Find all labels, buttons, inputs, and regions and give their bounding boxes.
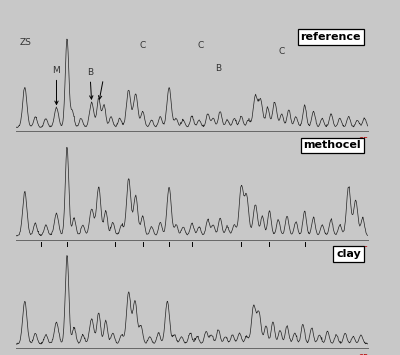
Text: C: C xyxy=(140,42,146,50)
Text: 65: 65 xyxy=(357,137,368,146)
Text: methocel: methocel xyxy=(303,141,361,151)
Text: 65: 65 xyxy=(357,354,368,355)
Text: C: C xyxy=(279,48,285,56)
Text: B: B xyxy=(215,64,222,73)
Text: B: B xyxy=(87,67,93,99)
Text: clay: clay xyxy=(336,249,361,259)
Text: 65: 65 xyxy=(357,246,368,255)
Text: C: C xyxy=(198,42,204,50)
Text: reference: reference xyxy=(300,32,361,42)
Text: M: M xyxy=(53,66,60,104)
Text: ZS: ZS xyxy=(20,38,31,47)
